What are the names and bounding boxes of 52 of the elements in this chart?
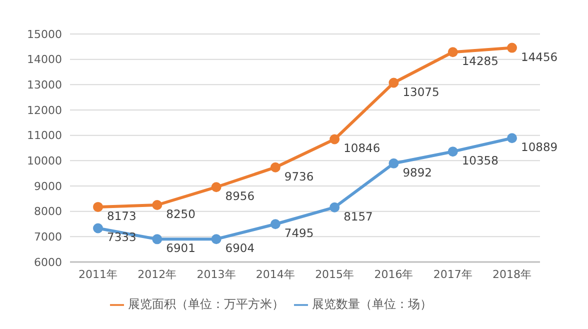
data-label: 14456	[521, 50, 558, 64]
point	[93, 223, 103, 234]
point	[507, 42, 517, 53]
y-tick-label: 9000	[34, 180, 62, 193]
y-tick-label: 13000	[27, 78, 62, 92]
x-tick-label: 2012年	[138, 268, 177, 281]
data-label: 7333	[107, 230, 136, 244]
y-tick-label: 10000	[27, 154, 62, 168]
y-tick-label: 14000	[27, 53, 62, 66]
x-tick-label: 2013年	[196, 268, 236, 281]
data-label: 8157	[344, 209, 373, 224]
x-tick-label: 2018年	[492, 268, 532, 281]
data-label: 8250	[166, 207, 196, 221]
point	[388, 78, 399, 88]
data-label: 8956	[225, 189, 255, 204]
x-tick-label: 2011年	[78, 268, 118, 281]
data-label: 10358	[462, 154, 498, 168]
point	[152, 200, 162, 210]
point	[270, 219, 280, 230]
point	[448, 146, 458, 157]
y-tick-label: 11000	[27, 129, 62, 142]
data-label: 10846	[344, 141, 380, 156]
point	[93, 202, 103, 212]
data-label: 6901	[166, 241, 196, 256]
point	[211, 234, 222, 244]
point	[448, 47, 458, 58]
y-tick-label: 12000	[27, 104, 62, 117]
point	[388, 158, 399, 168]
data-label: 8173	[107, 208, 136, 223]
data-label: 9736	[284, 169, 314, 184]
data-label: 10889	[521, 140, 558, 154]
x-tick-label: 2016年	[374, 268, 414, 281]
data-label: 7495	[284, 226, 314, 240]
point	[211, 182, 222, 192]
y-tick-label: 8000	[34, 205, 62, 218]
point	[270, 162, 280, 172]
data-label: 6904	[225, 241, 255, 256]
y-tick-label: 15000	[27, 28, 62, 41]
legend-label: 展览数量（单位：场）	[312, 297, 432, 311]
y-tick-label: 6000	[34, 256, 62, 269]
x-tick-label: 2014年	[256, 268, 295, 281]
legend-label: 展览面积（单位：万平方米）	[128, 297, 284, 311]
point	[507, 133, 517, 144]
x-tick-label: 2017年	[433, 268, 472, 281]
point	[330, 134, 340, 144]
point	[330, 202, 340, 212]
point	[152, 234, 162, 244]
data-label: 9892	[402, 165, 432, 180]
data-label: 13075	[402, 84, 440, 99]
y-tick-label: 7000	[34, 230, 62, 244]
data-label: 14285	[462, 54, 498, 68]
x-tick-label: 2015年	[315, 268, 354, 281]
